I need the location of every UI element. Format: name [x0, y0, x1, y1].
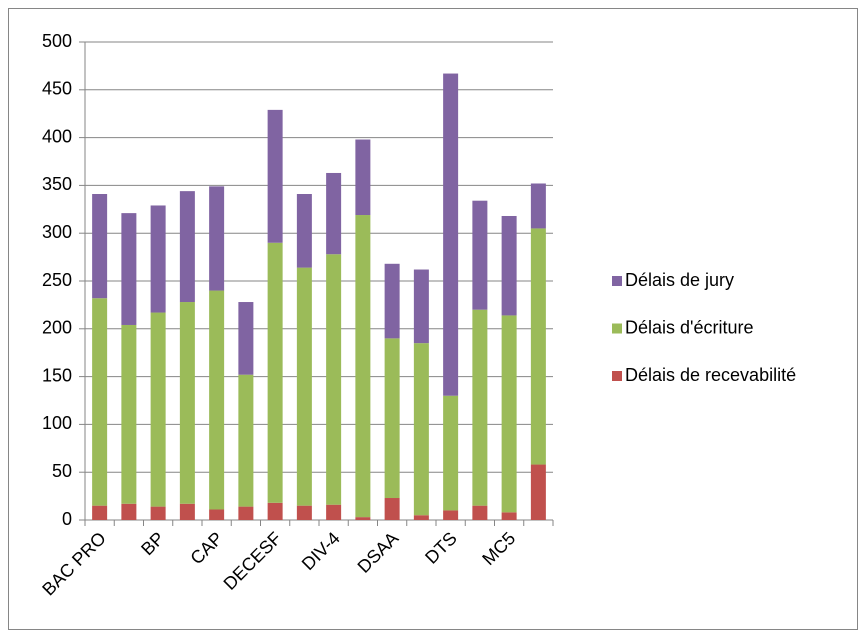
legend-label: Délais d'écriture	[625, 317, 754, 337]
bar-segment	[267, 242, 283, 503]
bar-segment	[530, 228, 546, 465]
y-tick-label: 250	[42, 270, 72, 290]
bar-segment	[443, 510, 459, 520]
bar-segment	[413, 343, 429, 516]
bar-segment	[209, 186, 225, 291]
legend-label: Délais de jury	[625, 270, 734, 290]
bar-segment	[296, 505, 312, 520]
bar-segment	[472, 505, 488, 520]
legend-label: Délais de recevabilité	[625, 365, 796, 385]
bar-segment	[384, 498, 400, 520]
legend-swatch	[612, 371, 622, 381]
bar-segment	[413, 269, 429, 344]
bar-segment	[443, 73, 459, 396]
bar-segment	[530, 183, 546, 229]
bar-segment	[501, 315, 517, 513]
bar-segment	[501, 512, 517, 520]
bar-segment	[179, 503, 195, 520]
bar-segment	[384, 338, 400, 499]
legend-swatch	[612, 323, 622, 334]
bar-segment	[150, 205, 166, 313]
bar-segment	[238, 374, 254, 507]
bar-segment	[355, 517, 371, 520]
bar-segment	[472, 200, 488, 310]
bar-segment	[92, 298, 108, 506]
y-tick-label: 450	[42, 79, 72, 99]
bar-segment	[179, 302, 195, 504]
bar-segment	[296, 267, 312, 506]
bar-segment	[355, 215, 371, 518]
y-tick-label: 500	[42, 31, 72, 51]
bar-segment	[472, 309, 488, 506]
bar-segment	[326, 504, 342, 520]
bar-segment	[530, 464, 546, 520]
y-tick-label: 350	[42, 174, 72, 194]
bar-segment	[121, 324, 137, 504]
bar-segment	[238, 506, 254, 520]
chart-frame	[8, 8, 858, 630]
bar-segment	[326, 254, 342, 505]
bar-segment	[150, 506, 166, 520]
bar-segment	[413, 515, 429, 520]
bar-segment	[443, 395, 459, 511]
bar-segment	[92, 194, 108, 299]
y-tick-label: 100	[42, 413, 72, 433]
bar-segment	[326, 172, 342, 255]
y-tick-label: 300	[42, 222, 72, 242]
bar-segment	[355, 139, 371, 216]
bar-segment	[209, 509, 225, 520]
bar-segment	[92, 505, 108, 520]
y-tick-label: 150	[42, 365, 72, 385]
bar-segment	[209, 290, 225, 510]
y-tick-label: 200	[42, 318, 72, 338]
legend-swatch	[612, 276, 622, 286]
y-tick-label: 0	[62, 509, 72, 529]
bar-segment	[121, 213, 137, 325]
bar-segment	[179, 191, 195, 303]
y-tick-label: 50	[52, 461, 72, 481]
bar-segment	[384, 263, 400, 339]
bar-segment	[238, 302, 254, 375]
bar-segment	[501, 215, 517, 316]
bar-segment	[267, 502, 283, 520]
y-tick-label: 400	[42, 126, 72, 146]
bar-segment	[150, 312, 166, 507]
bar-segment	[267, 109, 283, 243]
bar-segment	[296, 194, 312, 268]
bar-segment	[121, 503, 137, 520]
